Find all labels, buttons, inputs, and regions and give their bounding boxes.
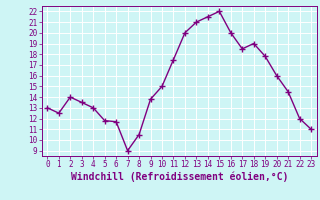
X-axis label: Windchill (Refroidissement éolien,°C): Windchill (Refroidissement éolien,°C) [70,172,288,182]
